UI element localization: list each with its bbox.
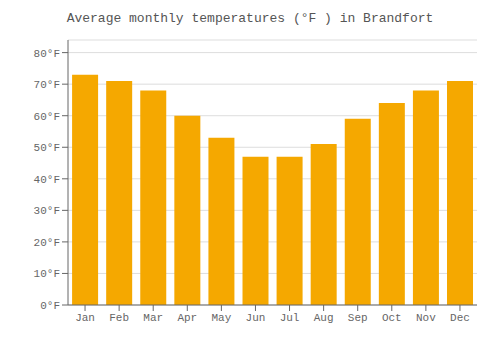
- svg-text:50°F: 50°F: [34, 142, 60, 154]
- svg-text:10°F: 10°F: [34, 268, 60, 280]
- svg-text:Jan: Jan: [75, 312, 95, 324]
- svg-text:Sep: Sep: [348, 312, 368, 324]
- svg-text:20°F: 20°F: [34, 237, 60, 249]
- svg-text:Oct: Oct: [382, 312, 402, 324]
- svg-text:May: May: [211, 312, 231, 324]
- svg-text:70°F: 70°F: [34, 79, 60, 91]
- svg-text:80°F: 80°F: [34, 48, 60, 60]
- svg-text:Mar: Mar: [143, 312, 163, 324]
- svg-text:Dec: Dec: [450, 312, 470, 324]
- svg-text:Apr: Apr: [177, 312, 197, 324]
- svg-text:0°F: 0°F: [40, 300, 60, 312]
- svg-text:Jun: Jun: [246, 312, 266, 324]
- svg-text:Nov: Nov: [416, 312, 436, 324]
- svg-text:Feb: Feb: [109, 312, 129, 324]
- svg-text:30°F: 30°F: [34, 205, 60, 217]
- svg-text:Aug: Aug: [314, 312, 334, 324]
- html-text:Average monthly temperatures (: Average monthly temperatures (°F ) in Br…: [66, 11, 434, 26]
- svg-text:40°F: 40°F: [34, 174, 60, 186]
- svg-text:60°F: 60°F: [34, 111, 60, 123]
- svg-text:Jul: Jul: [280, 312, 300, 324]
